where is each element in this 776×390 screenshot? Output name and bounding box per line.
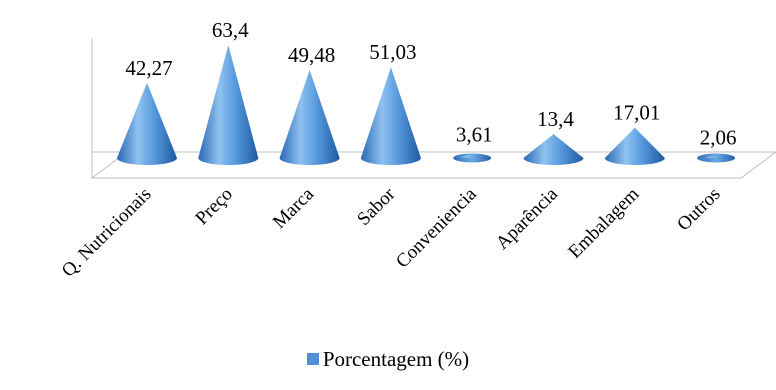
cone-body	[523, 134, 584, 166]
data-label: 49,48	[288, 43, 335, 67]
data-label: 51,03	[369, 40, 416, 64]
legend-label: Porcentagem (%)	[322, 347, 470, 371]
chart-floor	[90, 38, 776, 179]
data-label: 2,06	[700, 125, 737, 149]
cone-mark	[453, 153, 492, 163]
cone-body	[117, 82, 177, 165]
cone-body	[360, 67, 421, 166]
category-label: Outros	[673, 184, 724, 235]
cone-mark	[360, 67, 421, 166]
data-label: 42,27	[125, 56, 172, 80]
cone-mark	[604, 127, 665, 166]
category-label: Conveniencia	[392, 183, 481, 272]
legend: Porcentagem (%)	[0, 347, 776, 372]
floor-plane	[90, 151, 776, 179]
cone-mark	[279, 69, 340, 166]
data-labels: 42,27 63,4 49,48 51,03 3,61 13,4 17,01 2,06	[125, 18, 736, 149]
category-labels: Q. Nutricionais Preço Marca SaborConvenienc…	[58, 183, 725, 281]
cone-mark	[697, 153, 736, 163]
category-label: Marca	[269, 183, 319, 233]
category-label: Aparência	[492, 183, 562, 253]
cone-body	[604, 127, 665, 166]
data-label: 3,61	[456, 123, 493, 147]
cone-body	[198, 45, 259, 165]
data-label: 17,01	[613, 101, 660, 125]
cone-cap	[453, 154, 492, 158]
category-label: Sabor	[353, 183, 400, 230]
data-label: 63,4	[212, 18, 249, 42]
category-label: Q. Nutricionais	[58, 184, 156, 282]
legend-swatch	[306, 353, 319, 365]
cone-mark	[117, 82, 177, 165]
cone-mark	[523, 134, 584, 166]
cone-cap	[697, 155, 736, 158]
cone-body	[279, 69, 340, 166]
category-label: Preço	[191, 184, 236, 229]
category-label: Embalagem	[564, 184, 643, 263]
cone-series	[117, 45, 736, 166]
cone-mark	[198, 45, 259, 165]
data-label: 13,4	[537, 107, 574, 131]
floor-back-wall	[91, 38, 127, 153]
